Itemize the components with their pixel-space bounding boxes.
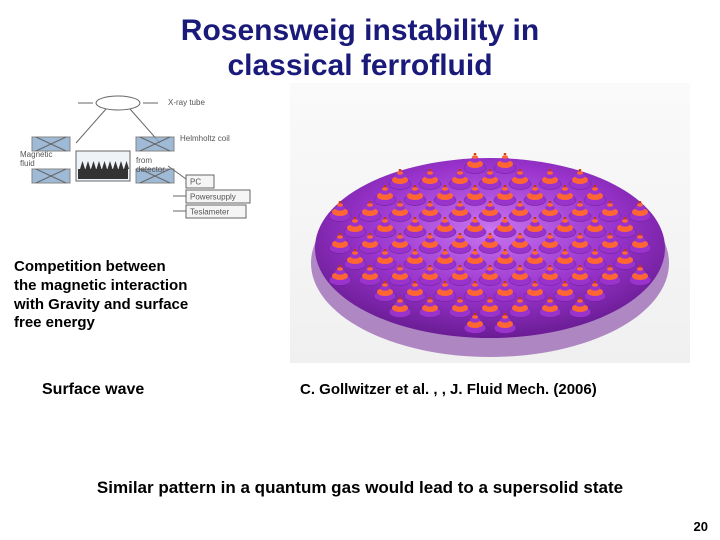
experimental-setup-diagram: X-ray tube Helmholtz coil Magneticfluid fro… [18, 91, 268, 221]
surface-wave-label: Surface wave [42, 381, 144, 399]
svg-text:from: from [136, 156, 152, 165]
ferrofluid-visualization [290, 83, 690, 363]
content-area: X-ray tube Helmholtz coil Magneticfluid fro… [0, 83, 720, 443]
title-line2: classical ferrofluid [227, 49, 492, 82]
svg-text:Teslameter: Teslameter [190, 208, 229, 217]
comp-l2: the magnetic interaction [14, 277, 188, 296]
comp-l1: Competition between [14, 258, 188, 277]
slide-title: Rosensweig instability in classical ferr… [0, 0, 720, 83]
citation-text: C. Gollwitzer et al. , , J. Fluid Mech. … [300, 381, 597, 398]
title-line1: Rosensweig instability in [181, 14, 539, 47]
svg-text:Powersupply: Powersupply [190, 193, 236, 202]
svg-text:fluid: fluid [20, 159, 35, 168]
comp-l3: with Gravity and surface [14, 296, 188, 315]
setup-svg: X-ray tube Helmholtz coil Magneticfluid fro… [18, 91, 268, 221]
comp-l4: free energy [14, 314, 188, 333]
bottom-statement: Similar pattern in a quantum gas would l… [0, 478, 720, 498]
svg-text:detector: detector [136, 165, 165, 174]
svg-text:PC: PC [190, 178, 201, 187]
ferrofluid-svg [290, 83, 690, 363]
svg-text:X-ray tube: X-ray tube [168, 98, 205, 107]
svg-text:Magnetic: Magnetic [20, 150, 52, 159]
svg-text:Helmholtz coil: Helmholtz coil [180, 134, 230, 143]
competition-text: Competition between the magnetic interac… [14, 258, 188, 333]
page-number: 20 [694, 519, 708, 534]
